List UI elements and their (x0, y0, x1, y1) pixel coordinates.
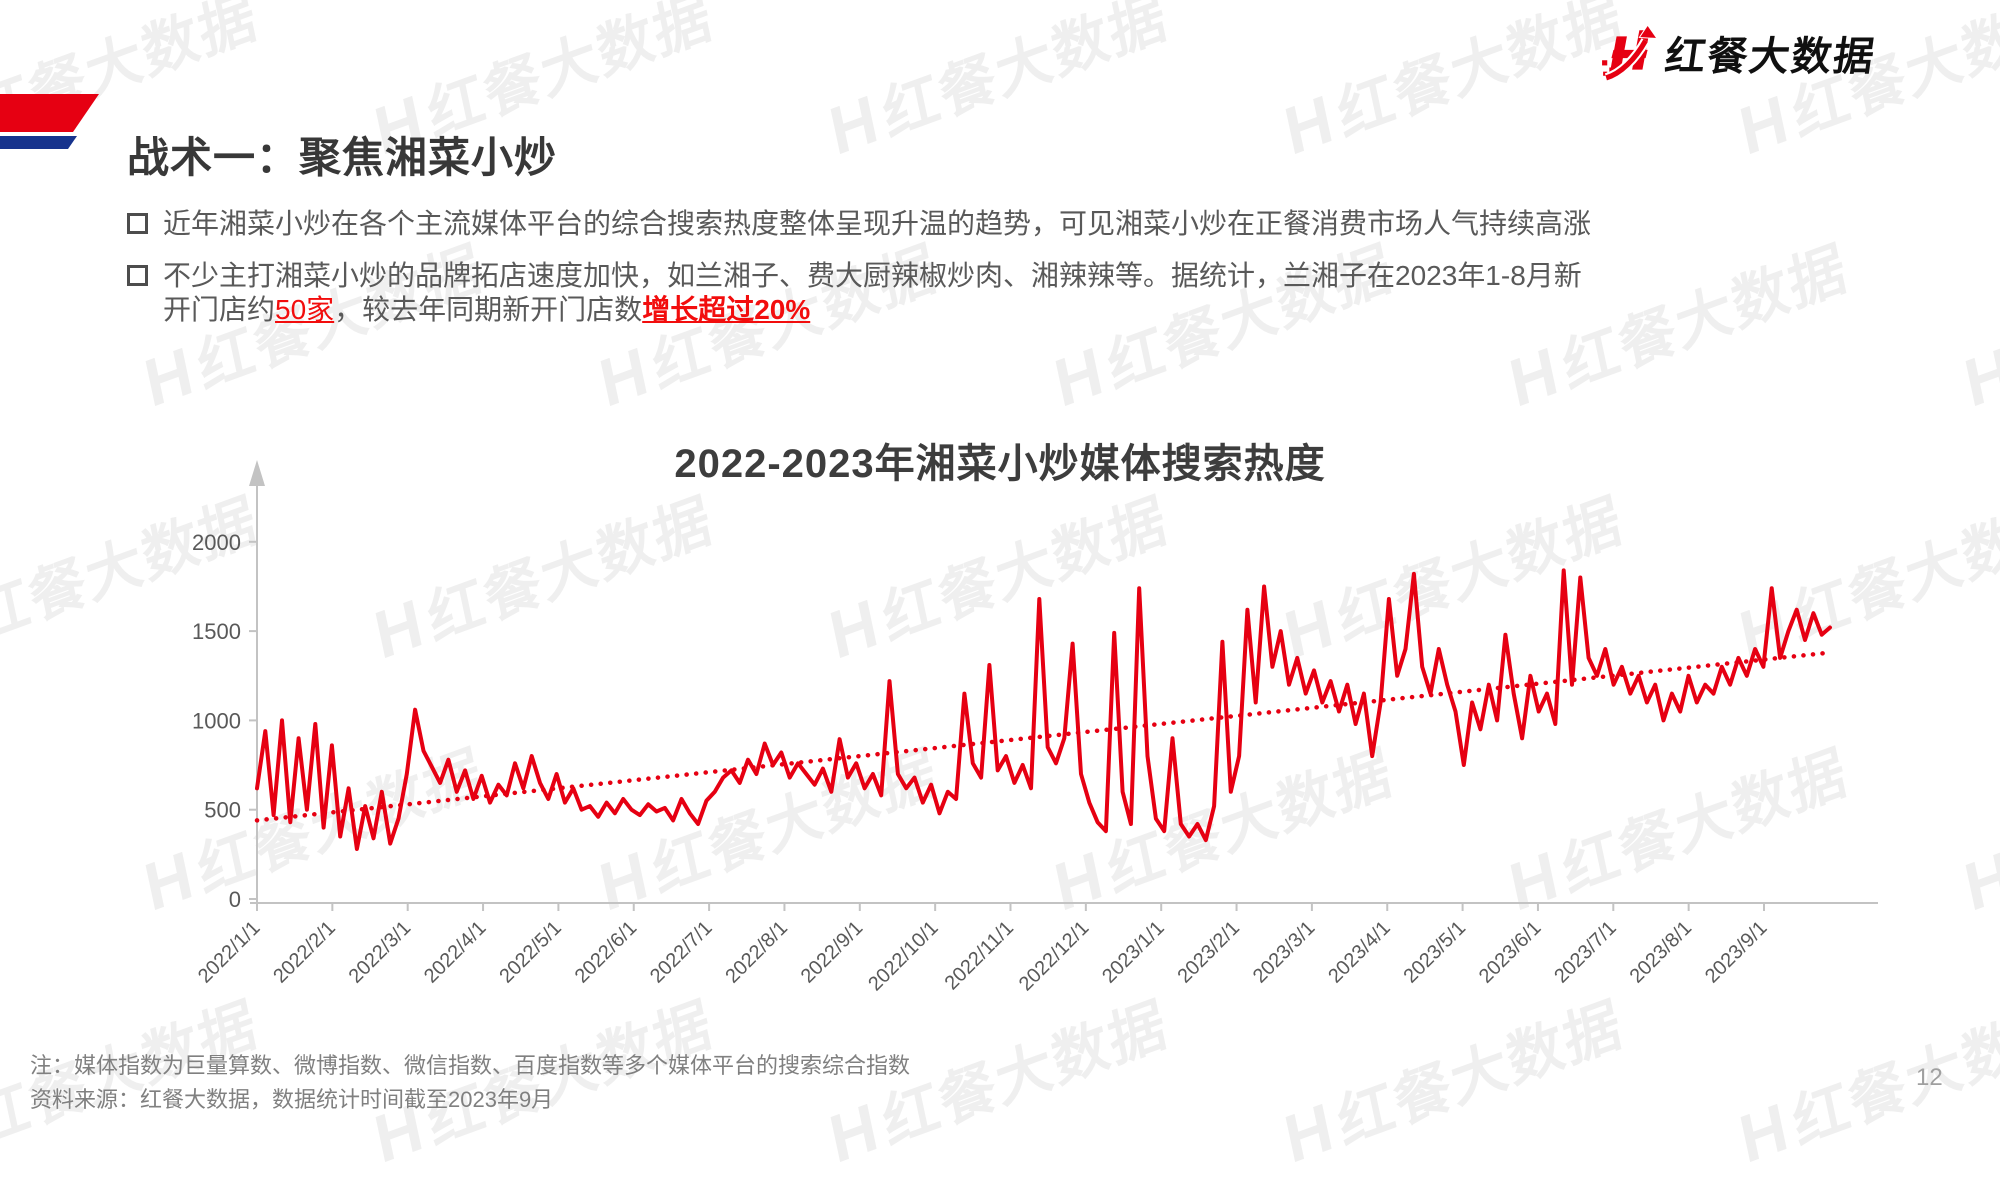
x-axis-tick-label: 2022/8/1 (721, 917, 792, 988)
x-axis-tick-label: 2022/3/1 (345, 917, 416, 988)
footnote-definition: 注：媒体指数为巨量算数、微博指数、微信指数、百度指数等多个媒体平台的搜索综合指数 (30, 1053, 911, 1078)
watermark-text: H红餐大数据 (1278, 0, 1628, 170)
watermark-h-icon: H (1733, 79, 1796, 170)
x-axis-tick-label: 2022/5/1 (495, 917, 566, 988)
bullet-2-line1: 不少主打湘菜小炒的品牌拓店速度加快，如兰湘子、费大厨辣椒炒肉、湘辣辣等。据统计，… (163, 260, 1582, 291)
x-axis-tick-label: 2023/6/1 (1475, 917, 1546, 988)
bullet-2-text: 不少主打湘菜小炒的品牌拓店速度加快，如兰湘子、费大厨辣椒炒肉、湘辣辣等。据统计，… (163, 259, 1582, 327)
footnote-source: 资料来源：红餐大数据，数据统计时间截至2023年9月 (30, 1087, 554, 1112)
x-axis-tick-label: 2023/5/1 (1400, 917, 1471, 988)
y-axis-tick-label: 500 (204, 798, 241, 823)
bullet-1-text: 近年湘菜小炒在各个主流媒体平台的综合搜索热度整体呈现升温的趋势，可见湘菜小炒在正… (163, 207, 1591, 241)
x-axis-tick-label: 2023/3/1 (1249, 917, 1320, 988)
x-axis-tick-label: 2022/10/1 (864, 917, 942, 995)
page-title: 战术一：聚焦湘菜小炒 (127, 134, 558, 182)
y-axis-tick-label: 1000 (192, 708, 241, 733)
x-axis-tick-label: 2022/9/1 (797, 917, 868, 988)
watermark-text: H红餐大数据 (823, 0, 1173, 170)
y-axis-tick-label: 0 (229, 887, 241, 912)
watermark-h-icon: H (1048, 331, 1111, 422)
watermark-h-icon: H (1958, 331, 2000, 422)
x-axis-tick-label: 2023/4/1 (1324, 917, 1395, 988)
x-axis-tick-label: 2022/12/1 (1015, 917, 1093, 995)
x-axis-tick-label: 2022/7/1 (646, 917, 717, 988)
bullet-square-icon (127, 265, 148, 286)
watermark-h-icon: H (823, 79, 886, 170)
x-axis-tick-label: 2023/8/1 (1626, 917, 1697, 988)
watermark-h-icon: H (1278, 1087, 1341, 1178)
x-axis-tick-label: 2022/6/1 (571, 917, 642, 988)
bullet-1-body: 近年湘菜小炒在各个主流媒体平台的综合搜索热度整体呈现升温的趋势，可见湘菜小炒在正… (163, 208, 1592, 239)
chart-title: 2022-2023年湘菜小炒媒体搜索热度 (674, 442, 1326, 487)
x-axis-tick-label: 2023/1/1 (1098, 917, 1169, 988)
watermark-h-icon: H (138, 331, 201, 422)
bullet-item-1: 近年湘菜小炒在各个主流媒体平台的综合搜索热度整体呈现升温的趋势，可见湘菜小炒在正… (127, 207, 1927, 241)
y-axis-tick-label: 2000 (192, 530, 241, 555)
x-axis-tick-label: 2023/7/1 (1550, 917, 1621, 988)
bullet-2-highlight-50: 50家 (275, 294, 335, 325)
flag-red-shape (0, 94, 99, 132)
flag-blue-shape (0, 136, 77, 149)
bullet-item-2: 不少主打湘菜小炒的品牌拓店速度加快，如兰湘子、费大厨辣椒炒肉、湘辣辣等。据统计，… (127, 259, 1927, 327)
x-axis-tick-label: 2023/9/1 (1701, 917, 1772, 988)
x-axis-tick-label: 2022/2/1 (269, 917, 340, 988)
watermark-h-icon: H (1503, 331, 1566, 422)
x-axis-tick-label: 2023/2/1 (1173, 917, 1244, 988)
x-axis-tick-label: 2022/11/1 (941, 917, 1018, 994)
watermark-h-icon: H (1733, 1087, 1796, 1178)
brand-logo-text: 红餐大数据 (1662, 35, 1879, 79)
watermark-h-icon: H (823, 1087, 886, 1178)
title-flag-decoration (0, 94, 99, 149)
y-axis-arrow-icon (249, 460, 265, 486)
watermark-h-icon: H (1278, 79, 1341, 170)
y-axis-tick-label: 1500 (192, 619, 241, 644)
search-heat-series-line (255, 568, 1832, 851)
x-axis-tick-label: 2022/4/1 (420, 917, 491, 988)
bullet-2-line2: 开门店约 (163, 294, 276, 325)
page-number: 12 (1916, 1064, 1943, 1091)
search-heat-line-chart: 0 500 1000 1500 2000 2022/1/1 2022/2/1 2022/3/1… (192, 460, 1878, 995)
bullet-2-mid: ，较去年同期新开门店数 (334, 294, 643, 325)
brand-logo: 红餐大数据 (1600, 24, 1879, 82)
watermark-text: H红餐大数据 (1957, 220, 2000, 425)
watermark-h-icon: H (593, 331, 656, 422)
bullet-square-icon (127, 213, 148, 234)
brand-logo-icon (1602, 24, 1658, 82)
bullet-2-highlight-growth: 增长超过20% (642, 294, 811, 325)
x-axis-tick-label: 2022/1/1 (194, 917, 265, 988)
